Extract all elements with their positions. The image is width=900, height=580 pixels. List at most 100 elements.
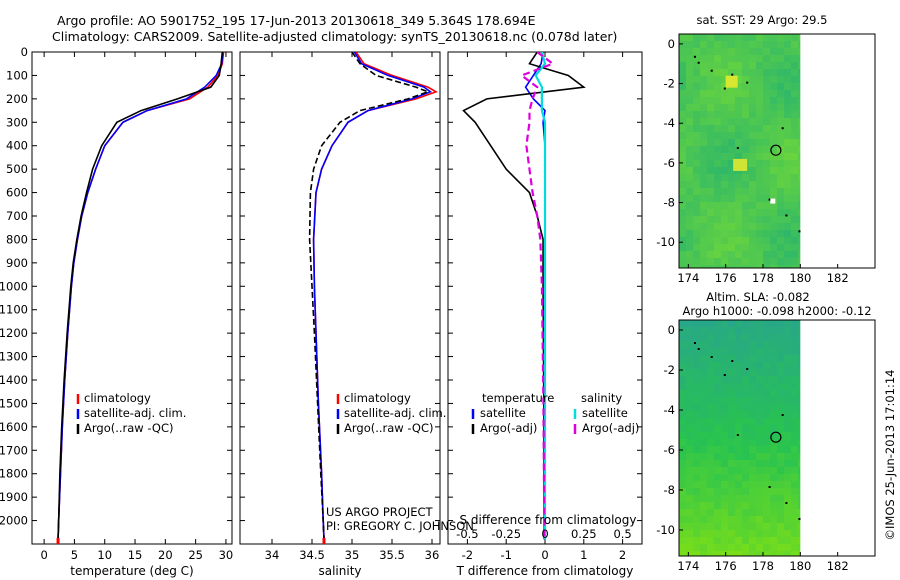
- legend-label: satellite-adj. clim.: [344, 406, 446, 420]
- map-x-tick-label: 182: [827, 271, 849, 285]
- x-tick-label: 34.5: [299, 548, 325, 562]
- map-x-tick-label: 180: [789, 271, 811, 285]
- map-sla-title-line-2: Argo h1000: -0.098 h2000: -0.12: [682, 304, 871, 318]
- y-tick-label: 1800: [0, 467, 28, 481]
- x-tick-label: 30: [219, 548, 234, 562]
- plot-frame: [239, 51, 441, 545]
- map-y-tick-label: -10: [656, 523, 675, 537]
- legend-label: satellite-adj. clim.: [84, 406, 186, 420]
- x-tick-label: 20: [158, 548, 173, 562]
- island-dot: [781, 414, 784, 416]
- series-line-climatology: [312, 52, 438, 540]
- map-y-tick-label: -6: [664, 443, 675, 457]
- credit-line-1: US ARGO PROJECT: [326, 505, 434, 519]
- argo-location-circle: [770, 144, 782, 156]
- island-dot: [736, 147, 739, 150]
- s-tick-label: 0.5: [613, 527, 631, 541]
- panel-temperature: 0 5 10 15 20 25 30 temperature (deg C) 0 100 200 30…: [0, 45, 233, 578]
- legend-label: Argo(..raw -QC): [84, 421, 174, 435]
- legend-title-temperature: temperature: [482, 391, 554, 405]
- series-line-s-argo-adj-: [519, 52, 556, 540]
- y-tick-label: 100: [6, 68, 28, 82]
- legend-label: satellite: [582, 406, 628, 420]
- s-tick-label: 0: [541, 527, 548, 541]
- y-tick-label: 1200: [0, 326, 28, 340]
- x-tick-label: 35.5: [379, 548, 405, 562]
- legend-title-salinity: salinity: [581, 391, 622, 405]
- map-x-tick-label: 182: [827, 559, 849, 573]
- island-dot: [723, 87, 726, 90]
- x-tick-label: 2: [619, 548, 626, 562]
- x-tick-label: 34: [265, 548, 280, 562]
- y-tick-label: 600: [6, 186, 28, 200]
- x-axis-label: salinity: [318, 564, 361, 578]
- y-tick-label: 1400: [0, 373, 28, 387]
- argo-location-circle: [770, 431, 782, 443]
- y-tick-label: 1100: [0, 303, 28, 317]
- island-dot: [785, 502, 788, 504]
- x-axis-label: T difference from climatology: [456, 564, 634, 578]
- series-line-argo-raw-qc-: [308, 52, 431, 540]
- island-dot: [746, 81, 749, 84]
- map-frame: [678, 319, 876, 557]
- panel-difference: -2 -1 0 1 2 T difference from climatology -0.5…: [447, 51, 643, 578]
- warm-patch: [725, 75, 738, 88]
- map-y-tick-label: -10: [656, 235, 675, 249]
- island-dot: [736, 434, 739, 436]
- y-tick-label: 400: [6, 139, 28, 153]
- map-y-tick-label: -4: [664, 116, 675, 130]
- island-dot: [768, 486, 771, 488]
- island-dot: [697, 348, 700, 350]
- plot-frame: [31, 51, 233, 545]
- island-dot: [731, 73, 734, 76]
- x-tick-label: -1: [500, 548, 511, 562]
- series-line-satellite-adj-clim-: [57, 52, 224, 540]
- map-x-tick-label: 174: [677, 271, 699, 285]
- x-tick-label: 1: [580, 548, 587, 562]
- y-tick-label: 300: [6, 115, 28, 129]
- y-tick-label: 500: [6, 162, 28, 176]
- island-dot: [710, 69, 713, 72]
- map-sst: 174 176 178 180 182 0 -2 -4 -6 -8 -10: [656, 33, 876, 285]
- footer-stamp: ©IMOS 25-Jun-2013 17:01:14: [883, 370, 897, 541]
- map-sla: 174 176 178 180 182 0 -2 -4 -6 -8 -10: [656, 319, 876, 573]
- island-dot: [731, 360, 734, 362]
- map-x-tick-label: 178: [752, 559, 774, 573]
- y-tick-label: 2000: [0, 514, 28, 528]
- y-tick-label: 1700: [0, 443, 28, 457]
- legend-label: Argo(-adj): [480, 421, 537, 435]
- legend-label: Argo(-adj): [582, 421, 639, 435]
- map-y-tick-label: -8: [664, 483, 675, 497]
- island-dot: [785, 214, 788, 217]
- series-line-s-satellite: [534, 52, 547, 540]
- series-line-climatology: [57, 52, 225, 540]
- island-dot: [693, 55, 696, 58]
- map-y-tick-label: -4: [664, 403, 675, 417]
- island-dot: [746, 368, 749, 370]
- island-dot: [693, 342, 696, 344]
- map-x-tick-label: 176: [715, 271, 737, 285]
- series-line-t-argo-adj-: [462, 52, 586, 540]
- y-tick-label: 900: [6, 256, 28, 270]
- island-dot: [697, 61, 700, 64]
- series-line-argo-raw-qc-: [57, 52, 224, 540]
- legend-label: Argo(..raw -QC): [344, 421, 434, 435]
- warm-patch: [733, 158, 748, 171]
- y-tick-label: 0: [21, 45, 28, 59]
- s-axis-label: S difference from climatology: [460, 513, 637, 527]
- island-dot: [768, 198, 771, 201]
- map-y-tick-label: -8: [664, 196, 675, 210]
- map-y-tick-label: -2: [664, 77, 675, 91]
- y-tick-label: 1600: [0, 420, 28, 434]
- map-y-tick-label: -2: [664, 363, 675, 377]
- x-tick-label: 0: [40, 548, 47, 562]
- title-line-1: Argo profile: AO 5901752_195 17-Jun-2013…: [57, 13, 536, 28]
- x-tick-label: 36: [425, 548, 440, 562]
- y-tick-label: 1900: [0, 490, 28, 504]
- map-y-tick-label: 0: [668, 323, 675, 337]
- y-tick-label: 200: [6, 92, 28, 106]
- island-dot: [798, 230, 801, 233]
- x-tick-label: 25: [188, 548, 203, 562]
- map-x-tick-label: 174: [677, 559, 699, 573]
